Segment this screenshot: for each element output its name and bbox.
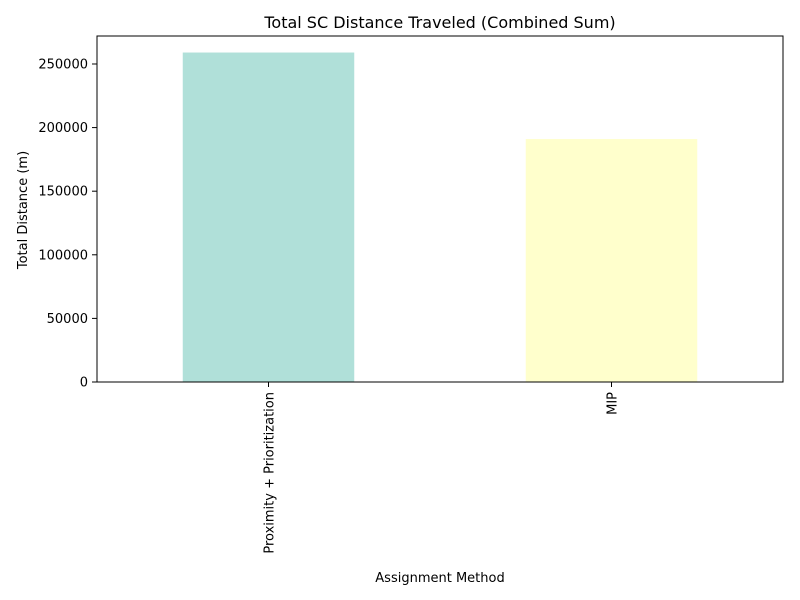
y-tick-label-2: 100000 bbox=[38, 248, 88, 263]
x-axis-ticks: Proximity + Prioritization MIP bbox=[263, 382, 621, 554]
x-tick-label-0: Proximity + Prioritization bbox=[263, 392, 278, 554]
plot-frame bbox=[96, 35, 784, 383]
y-tick-label-5: 250000 bbox=[38, 57, 88, 72]
y-tick-label-3: 150000 bbox=[38, 185, 88, 200]
x-axis-label: Assignment Method bbox=[375, 571, 504, 586]
bar-0 bbox=[182, 52, 355, 382]
bars-layer bbox=[182, 52, 698, 382]
y-tick-label-4: 200000 bbox=[38, 121, 88, 136]
chart-title: Total SC Distance Traveled (Combined Sum… bbox=[263, 13, 615, 32]
y-tick-label-1: 50000 bbox=[47, 312, 88, 327]
y-tick-label-0: 0 bbox=[80, 376, 88, 391]
y-axis-ticks: 0 50000 100000 150000 200000 250000 bbox=[38, 57, 97, 391]
x-tick-label-1: MIP bbox=[606, 392, 621, 415]
y-axis-label: Total Distance (m) bbox=[16, 151, 31, 270]
bar-1 bbox=[525, 139, 698, 382]
